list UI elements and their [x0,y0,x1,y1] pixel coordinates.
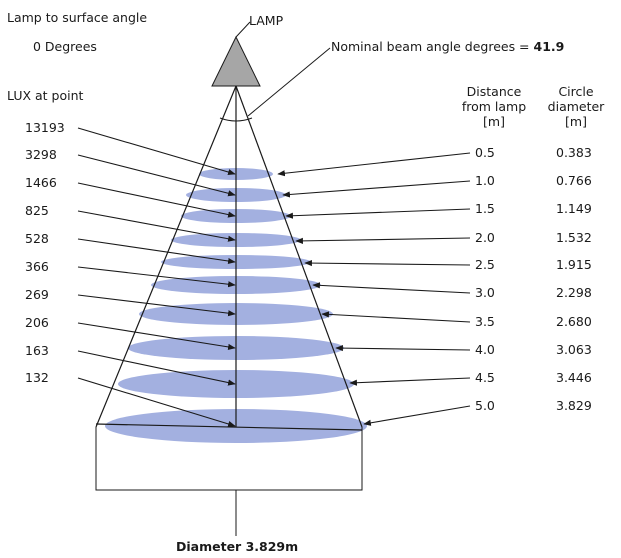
diameter-value: 1.915 [556,257,592,272]
distance-value: 2.5 [475,257,495,272]
lux-value: 13193 [25,120,65,135]
diameter-value: 3.829 [556,398,592,413]
beam-angle-label: Nominal beam angle degrees = 41.9 [331,39,564,54]
lamp-icon [211,35,261,87]
lux-value: 132 [25,370,49,385]
cone-right-edge [235,85,363,428]
diameter-value: 3.446 [556,370,592,385]
lux-value: 163 [25,343,49,358]
lux-arrow [77,322,236,350]
diameter-header: Circle diameter [m] [540,84,612,129]
lux-arrow [77,266,236,288]
lux-value: 3298 [25,147,57,162]
diameter-header-line-3: [m] [565,114,587,129]
lux-arrow [77,127,236,176]
diameter-value: 1.532 [556,230,592,245]
lux-value: 206 [25,315,49,330]
lux-arrow [77,154,236,197]
lux-value: 825 [25,203,49,218]
distance-value: 2.0 [475,230,495,245]
distance-arrow [349,377,471,386]
base-diameter-line [95,423,363,431]
distance-arrow [277,152,471,177]
distance-value: 4.0 [475,342,495,357]
lux-value: 366 [25,259,49,274]
lux-arrow [77,182,236,218]
lux-value: 1466 [25,175,57,190]
distance-header-line-2: from lamp [461,99,527,114]
beam-angle-arc [219,117,253,122]
cone-left-edge [95,85,237,428]
diameter-value: 2.298 [556,285,592,300]
distance-arrows [277,152,471,426]
diameter-value: 3.063 [556,342,592,357]
distance-arrow [312,282,471,294]
diameter-value: 0.383 [556,145,592,160]
distance-arrow [304,260,471,267]
distance-arrow [335,345,471,352]
distance-value: 0.5 [475,145,495,160]
lux-value: 269 [25,287,49,302]
lux-arrow [77,294,236,317]
diameter-value: 0.766 [556,173,592,188]
diameter-header-line-2: diameter [547,99,605,114]
surface-angle-title: Lamp to surface angle [7,10,148,25]
distance-header-line-1: Distance [466,84,522,99]
distance-value: 1.0 [475,173,495,188]
lux-arrow [77,238,236,265]
distance-value: 1.5 [475,201,495,216]
lux-arrows [77,127,236,427]
diameter-value: 1.149 [556,201,592,216]
footer-diameter: Diameter 3.829m [176,539,299,554]
distance-header-line-3: [m] [483,114,505,129]
distance-header: Distance from lamp [m] [453,84,535,129]
lux-value: 528 [25,231,49,246]
distance-value: 5.0 [475,398,495,413]
distance-arrow [295,237,471,244]
beam-angle-text: Nominal beam angle degrees = [331,39,530,54]
distance-arrow [363,405,471,426]
diameter-bracket [95,427,363,491]
distance-value: 3.5 [475,314,495,329]
lamp-label: LAMP [249,13,284,28]
beam-angle-leader [247,47,331,117]
distance-arrow [321,311,471,323]
lux-arrow [77,350,236,386]
lux-arrow [77,377,236,427]
distance-value: 4.5 [475,370,495,385]
distance-arrow [282,180,471,198]
beam-angle-value: 41.9 [533,39,565,54]
lux-header: LUX at point [7,88,84,103]
lux-arrow [77,210,236,242]
distance-value: 3.0 [475,285,495,300]
diameter-header-line-1: Circle [558,84,594,99]
surface-angle-value: 0 Degrees [33,39,97,54]
lamp-leader [235,21,251,38]
distance-arrow [285,208,471,219]
diameter-value: 2.680 [556,314,592,329]
